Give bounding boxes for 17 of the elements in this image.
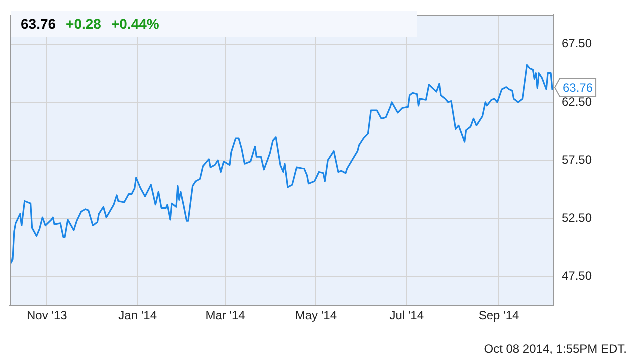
x-tick-label: Mar '14	[206, 308, 246, 323]
annotation: +0.44%	[111, 16, 160, 32]
y-tick-label: 47.50	[562, 269, 592, 284]
chart-title: 63.76	[21, 16, 56, 32]
x-tick-label: Sep '14	[478, 308, 520, 323]
y-tick-label: 52.50	[562, 211, 592, 226]
x-tick-label: Jul '14	[390, 308, 424, 323]
x-tick-label: May '14	[295, 308, 338, 323]
header-panel: 63.76 +0.28 +0.44%	[11, 11, 417, 37]
text: Oct 08 2014, 1:55PM EDT.	[484, 342, 627, 356]
y-tick-label: 57.50	[562, 152, 592, 167]
x-tick-label: Jan '14	[118, 308, 158, 323]
annotation: +0.28	[66, 16, 102, 32]
y-tick-label: 67.50	[562, 36, 592, 51]
annotation: 63.76	[563, 81, 594, 96]
x-tick-label: Nov '13	[27, 308, 68, 323]
y-tick-label: 62.50	[562, 94, 592, 109]
